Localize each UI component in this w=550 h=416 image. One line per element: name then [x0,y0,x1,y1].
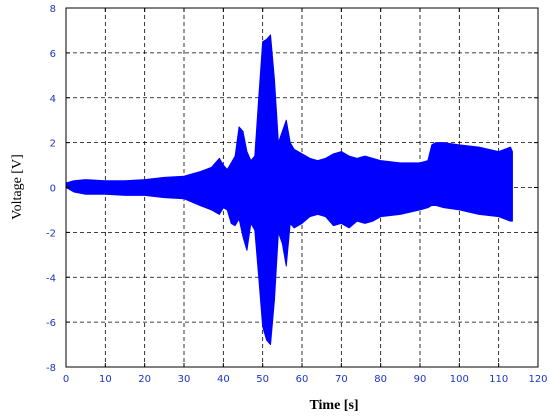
y-tick-label: 6 [50,49,56,60]
x-tick-label: 100 [450,374,469,385]
y-tick-label: 2 [50,139,56,150]
x-tick-labels: 0 10 20 30 40 50 60 70 80 90 100 110 120 [63,374,548,385]
y-tick-label: -4 [46,273,56,284]
y-tick-label: -6 [46,318,56,329]
tick-marks [65,7,539,368]
x-axis-title: Time [s] [309,398,358,413]
y-tick-label: 0 [50,184,56,195]
x-tick-label: 40 [217,374,230,385]
signal-envelope [65,34,513,346]
x-tick-label: 50 [256,374,269,385]
x-tick-label: 120 [528,374,547,385]
y-tick-label: -2 [46,228,56,239]
x-tick-label: 90 [414,374,427,385]
x-tick-label: 20 [138,374,151,385]
x-tick-label: 30 [178,374,191,385]
signal-series [65,34,513,346]
x-tick-label: 10 [99,374,112,385]
x-tick-label: 70 [335,374,348,385]
y-tick-label: -8 [46,363,56,374]
x-tick-label: 80 [374,374,387,385]
y-tick-label: 4 [50,94,56,105]
x-tick-label: 110 [489,374,508,385]
x-tick-label: 0 [63,374,69,385]
y-axis-title: Voltage [V] [10,154,25,219]
x-tick-label: 60 [296,374,309,385]
y-tick-labels: -8 -6 -4 -2 0 2 4 6 8 [46,4,56,374]
y-tick-label: 8 [50,4,56,15]
